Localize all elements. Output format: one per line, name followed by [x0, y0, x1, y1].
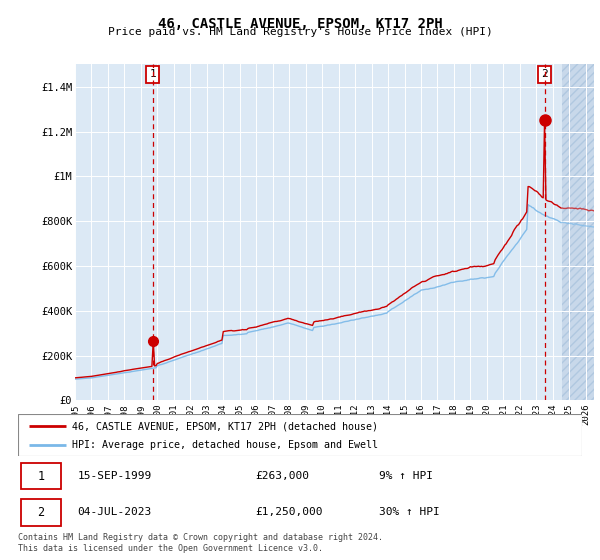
- Text: HPI: Average price, detached house, Epsom and Ewell: HPI: Average price, detached house, Epso…: [71, 440, 377, 450]
- Text: 2: 2: [38, 506, 44, 519]
- Bar: [562, 64, 600, 400]
- Text: 46, CASTLE AVENUE, EPSOM, KT17 2PH: 46, CASTLE AVENUE, EPSOM, KT17 2PH: [158, 17, 442, 31]
- Text: 30% ↑ HPI: 30% ↑ HPI: [379, 507, 440, 517]
- Text: 04-JUL-2023: 04-JUL-2023: [77, 507, 151, 517]
- Text: 46, CASTLE AVENUE, EPSOM, KT17 2PH (detached house): 46, CASTLE AVENUE, EPSOM, KT17 2PH (deta…: [71, 421, 377, 431]
- Text: Contains HM Land Registry data © Crown copyright and database right 2024.
This d: Contains HM Land Registry data © Crown c…: [18, 533, 383, 553]
- Text: Price paid vs. HM Land Registry's House Price Index (HPI): Price paid vs. HM Land Registry's House …: [107, 27, 493, 37]
- Text: 2: 2: [541, 69, 548, 80]
- Bar: [21, 499, 61, 526]
- Text: 9% ↑ HPI: 9% ↑ HPI: [379, 471, 433, 481]
- Text: 1: 1: [149, 69, 156, 80]
- Bar: [21, 463, 61, 489]
- Text: 15-SEP-1999: 15-SEP-1999: [77, 471, 151, 481]
- Text: £263,000: £263,000: [255, 471, 309, 481]
- Text: £1,250,000: £1,250,000: [255, 507, 322, 517]
- Text: 1: 1: [38, 469, 44, 483]
